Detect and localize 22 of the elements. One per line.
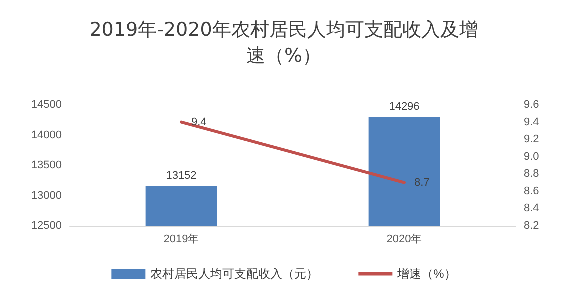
- y2-tick-label: 9.0: [524, 150, 540, 163]
- y-tick-label: 14500: [31, 99, 62, 111]
- legend-label: 农村居民人均可支配收入（元）: [150, 267, 319, 281]
- y2-tick-label: 8.2: [524, 220, 540, 232]
- y2-tick-label: 8.8: [524, 168, 540, 180]
- chart-title: 2019年-2020年农村居民人均可支配收入及增速（%）: [90, 19, 478, 67]
- y2-tick-label: 9.2: [524, 134, 540, 146]
- y-tick-label: 13500: [31, 160, 62, 172]
- data-label: 13152: [166, 170, 197, 182]
- data-label: 14296: [389, 100, 420, 113]
- data-label: 9.4: [192, 116, 207, 128]
- x-tick-label: 2020年: [386, 234, 422, 246]
- y-tick-label: 14000: [31, 129, 62, 142]
- y-tick-label: 13000: [31, 190, 62, 202]
- y-tick-label: 12500: [31, 220, 62, 232]
- y2-tick-label: 8.6: [524, 185, 540, 198]
- y2-tick-label: 9.6: [524, 99, 540, 111]
- legend-label: 增速（%）: [396, 267, 456, 281]
- y2-tick-label: 8.4: [524, 202, 540, 215]
- y2-tick-label: 9.4: [524, 116, 540, 128]
- data-label: 8.7: [414, 176, 430, 189]
- x-tick-label: 2019年: [164, 234, 200, 246]
